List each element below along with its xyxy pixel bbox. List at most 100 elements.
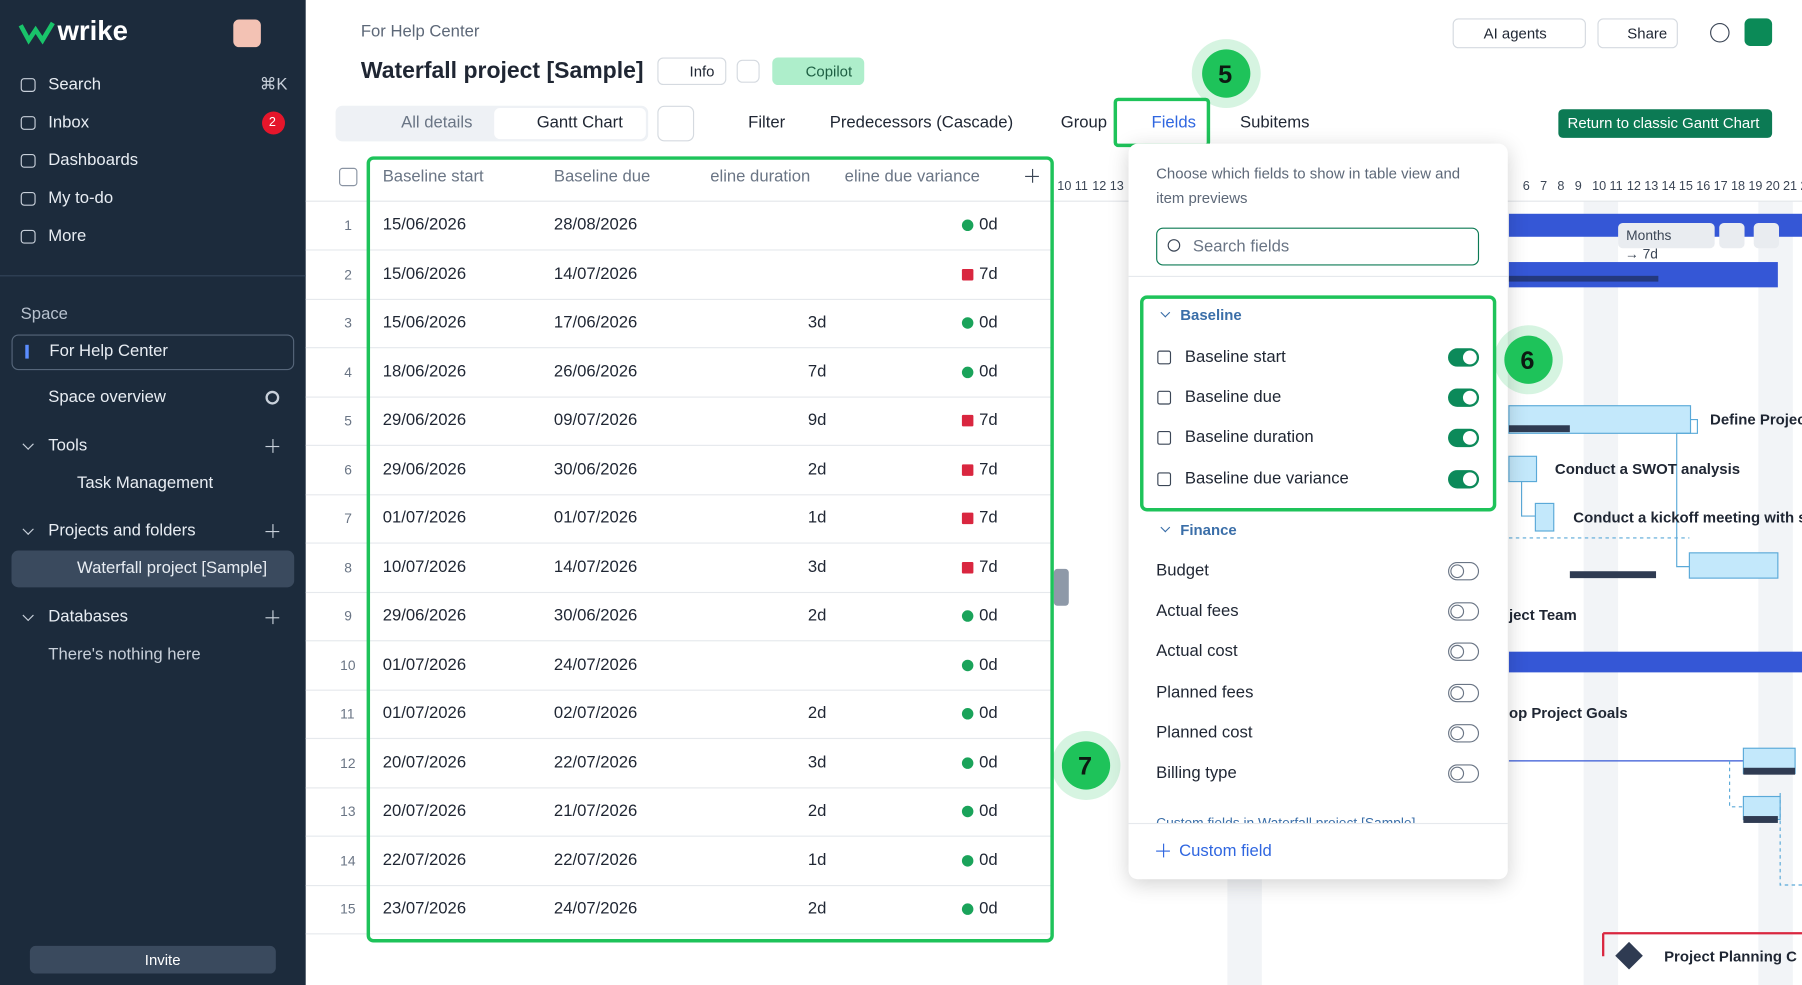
variance-marker (961, 708, 974, 720)
field-label[interactable]: Budget (1156, 561, 1209, 581)
toolbar-action[interactable]: Filter (748, 113, 786, 132)
toggle[interactable] (1448, 683, 1480, 702)
field-label[interactable]: Baseline start (1184, 347, 1286, 367)
gantt-label: Conduct a SWOT analysis (1554, 460, 1741, 478)
toggle-knob (1450, 645, 1465, 660)
create[interactable] (1744, 18, 1773, 46)
nav-icon (20, 78, 36, 92)
space-icon (25, 344, 36, 359)
toggle-knob (1450, 766, 1465, 781)
nav-item[interactable]: More (48, 227, 87, 246)
toggle[interactable] (1448, 723, 1480, 743)
pin[interactable] (736, 59, 760, 83)
day-tick: 10 (1057, 179, 1072, 194)
breadcrumb[interactable]: For Help Center (360, 22, 480, 42)
field-label[interactable]: Actual fees (1156, 602, 1239, 621)
table-highlight (366, 156, 1054, 943)
column-header[interactable]: Baseline due (553, 167, 651, 186)
baseline-duration: 2d (807, 704, 827, 723)
baseline-due: 01/07/2026 (553, 508, 638, 528)
baseline-start: 29/06/2026 (382, 460, 467, 479)
search-box[interactable] (1156, 227, 1480, 266)
invite-button[interactable] (29, 945, 276, 974)
space-name: For Help Center (49, 342, 168, 361)
day-tick: 8 (1557, 179, 1565, 194)
toolbar-action[interactable]: Subitems (1240, 113, 1310, 132)
add-custom-field[interactable]: Custom field (1179, 842, 1272, 861)
share[interactable] (1597, 18, 1678, 49)
toggle[interactable] (1448, 764, 1480, 783)
add-column[interactable] (1031, 168, 1033, 183)
section-title[interactable]: Tools (48, 436, 88, 455)
toolbar-action[interactable]: Predecessors (Cascade) (829, 113, 1014, 132)
sidebar-item[interactable]: Waterfall project [Sample] (76, 559, 268, 578)
nav-item[interactable]: Inbox (48, 113, 90, 132)
baseline-start: 20/07/2026 (382, 753, 467, 772)
copilot-pill[interactable] (772, 57, 865, 86)
baseline-due: 09/07/2026 (553, 411, 638, 430)
baseline-start: 20/07/2026 (382, 801, 467, 821)
column-header[interactable]: Baseline start (382, 167, 484, 186)
row-number: 14 (340, 852, 356, 869)
space-select[interactable] (11, 334, 295, 371)
baseline-due: 14/07/2026 (553, 264, 638, 284)
view-tab[interactable]: Gantt Chart (536, 113, 623, 132)
day-tick: 12 (1092, 179, 1107, 194)
baseline-variance: 0d (979, 215, 998, 235)
toolbar-action[interactable]: Fields (1151, 113, 1196, 132)
add-view[interactable] (657, 105, 695, 142)
day-tick: 11 (1074, 179, 1088, 194)
baseline-duration: 2d (807, 460, 827, 479)
ai-agents[interactable] (1452, 18, 1586, 49)
section-title[interactable]: Projects and folders (48, 521, 196, 540)
help[interactable] (1710, 22, 1730, 43)
field-label[interactable]: Planned cost (1156, 723, 1253, 742)
divider (1128, 822, 1508, 825)
toggle[interactable] (1448, 602, 1480, 621)
nav-item[interactable]: My to-do (48, 189, 114, 208)
share-label: Share (1627, 24, 1668, 42)
field-label[interactable]: Billing type (1156, 764, 1237, 783)
sidebar-item[interactable]: Task Management (76, 474, 214, 493)
nav-icon (20, 116, 36, 130)
header-checkbox[interactable] (339, 167, 358, 187)
collapse-handle[interactable] (1053, 568, 1069, 606)
nav-item[interactable]: Dashboards (48, 151, 139, 170)
baseline-duration: 2d (807, 801, 827, 821)
day-tick: 9 (1574, 179, 1582, 194)
toggle[interactable] (1448, 562, 1480, 581)
field-label[interactable]: Baseline due variance (1184, 469, 1349, 488)
toolbar-action[interactable]: Group (1060, 113, 1108, 132)
field-label[interactable]: Planned fees (1156, 683, 1254, 702)
zoom-in[interactable] (1753, 222, 1780, 249)
row-number: 9 (344, 608, 352, 625)
variance-marker (961, 366, 974, 378)
nav-item[interactable]: Search (48, 75, 102, 94)
column-header[interactable]: eline due variance (844, 167, 980, 186)
field-label[interactable]: Baseline due (1184, 388, 1282, 407)
zoom-out[interactable] (1719, 222, 1745, 249)
group-title[interactable]: Finance (1180, 521, 1237, 539)
gantt-baseline (1508, 425, 1570, 433)
toggle[interactable] (1448, 642, 1480, 662)
view-tab[interactable]: All details (401, 113, 473, 132)
info-pill[interactable] (657, 57, 727, 86)
field-label[interactable]: Baseline duration (1184, 428, 1314, 448)
row-number: 13 (340, 803, 356, 820)
baseline-due: 24/07/2026 (553, 655, 638, 674)
column-header[interactable]: eline duration (710, 167, 811, 186)
row-line (305, 249, 1053, 251)
day-tick: 10 (1592, 179, 1607, 194)
field-label[interactable]: Actual cost (1156, 642, 1238, 662)
group-title[interactable]: Baseline (1180, 306, 1242, 324)
shift-note: → 7d (1625, 245, 1658, 263)
classic-button[interactable] (1558, 109, 1773, 138)
selected-item (11, 550, 295, 588)
space-overview[interactable]: Space overview (48, 388, 166, 407)
timescale[interactable] (1618, 222, 1715, 249)
gantt-bar (1508, 262, 1778, 288)
baseline-variance: 7d (979, 411, 998, 430)
variance-marker (961, 268, 974, 280)
section-title[interactable]: Databases (48, 607, 128, 627)
